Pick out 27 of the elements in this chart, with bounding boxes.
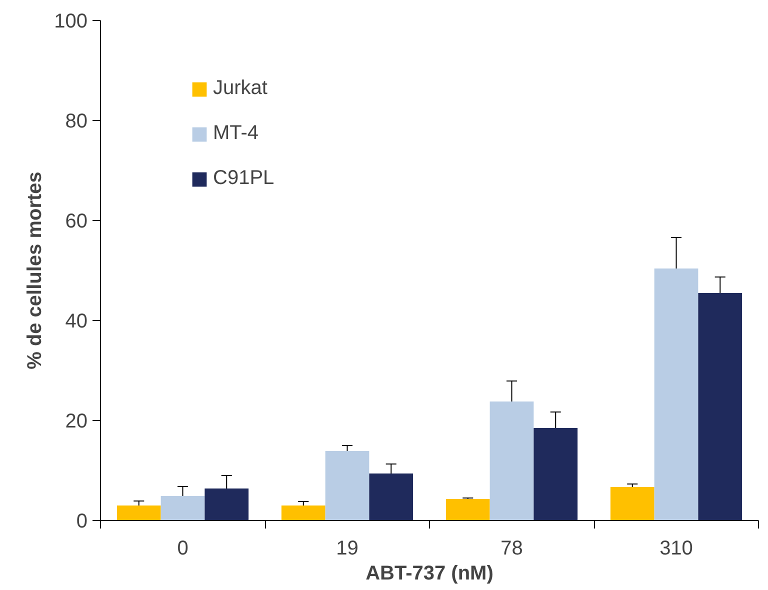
bar — [160, 496, 205, 520]
x-tick-label: 78 — [500, 538, 523, 560]
bar — [490, 402, 534, 520]
bar — [446, 499, 490, 520]
y-axis-title: % de cellules mortes — [24, 172, 46, 370]
legend-label: MT-4 — [213, 122, 259, 145]
bar — [610, 487, 654, 520]
x-tick-label: 310 — [660, 538, 693, 560]
x-tick-label: 0 — [177, 538, 188, 560]
bar — [369, 474, 414, 520]
y-tick-label: 0 — [76, 510, 88, 532]
y-tick-label: 80 — [65, 110, 88, 132]
bar — [281, 506, 326, 520]
bar — [654, 268, 698, 520]
legend-label: Jurkat — [213, 77, 268, 100]
bar — [534, 428, 578, 520]
y-tick-label: 60 — [65, 210, 88, 232]
y-tick-label: 40 — [65, 310, 88, 332]
bar — [325, 451, 370, 520]
legend-label: C91PL — [213, 167, 274, 190]
y-tick-label: 100 — [54, 10, 88, 32]
bar — [204, 488, 249, 520]
y-tick-label: 20 — [65, 410, 88, 432]
bar — [698, 293, 742, 520]
x-axis-title: ABT-737 (nM) — [366, 562, 494, 584]
x-tick-label: 19 — [336, 538, 358, 560]
bar — [116, 506, 161, 520]
